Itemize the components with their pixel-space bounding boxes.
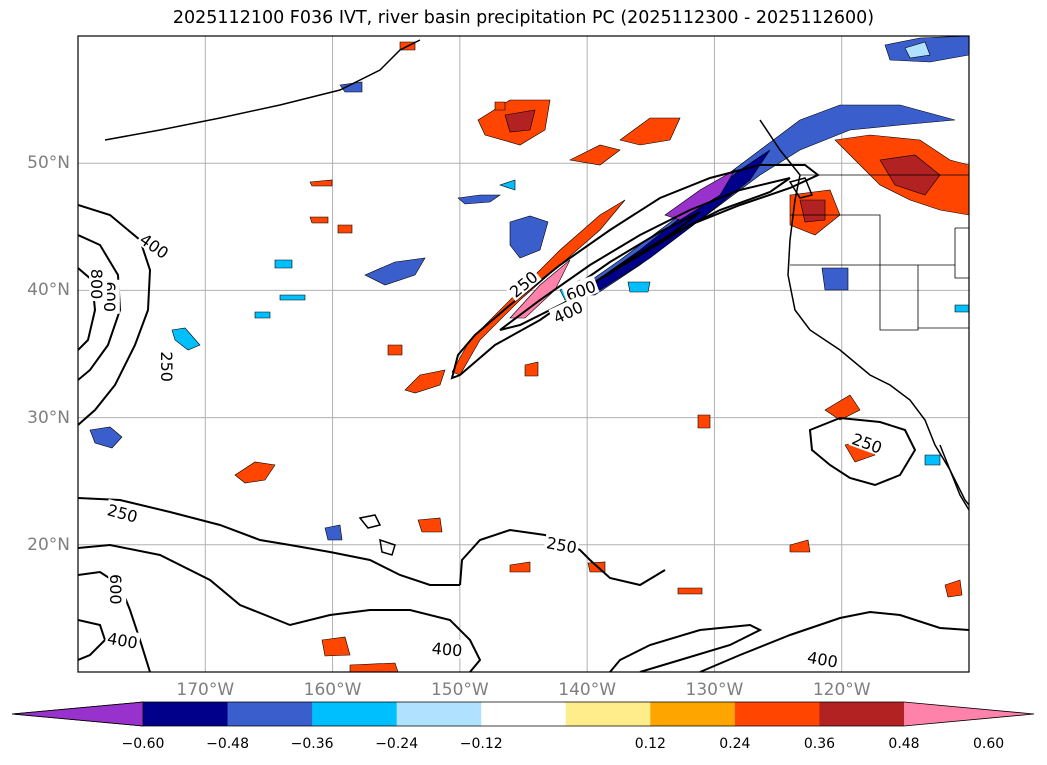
colorbar-segment (312, 702, 398, 726)
contour-label-background (104, 627, 142, 652)
colorbar-tick: 0.48 (888, 736, 920, 752)
colorbar-segment (565, 702, 651, 726)
colorbar-tick: 0.60 (972, 736, 1005, 752)
colorbar-tick: −0.12 (459, 736, 503, 752)
colorbar-tick: 0.36 (803, 736, 836, 752)
contour-label-background (104, 498, 142, 526)
lon-label-140w: 140°W (558, 680, 617, 700)
contour-label: 800 (87, 269, 106, 300)
contour-label-background (548, 295, 587, 327)
lat-label-40n: 40°N (27, 280, 70, 301)
contour-label: 250 (157, 351, 176, 382)
contour-label-background (89, 267, 108, 302)
colorbar-tick: −0.24 (375, 736, 419, 752)
contour-label-background (561, 275, 600, 304)
lon-label-150w: 150°W (430, 680, 489, 700)
contour-label: 600 (106, 574, 125, 605)
ivt-contours (78, 164, 969, 672)
lat-label-20n: 20°N (27, 534, 70, 555)
map-frame (77, 35, 970, 673)
graticule (78, 36, 969, 672)
colorbar-segment (650, 702, 736, 726)
colorbar-tick: 0.24 (719, 736, 751, 752)
lon-label-170w: 170°W (176, 680, 235, 700)
colorbar-segment (396, 702, 482, 726)
colorbar-outline-left (11, 701, 144, 727)
colorbar-tick: −0.60 (121, 736, 165, 752)
contour-label: 400 (431, 639, 463, 661)
lat-label-30n: 30°N (27, 407, 70, 428)
contour-label-background (135, 227, 175, 263)
political-borders (790, 174, 969, 331)
chart-title: 2025112100 F036 IVT, river basin precipi… (172, 8, 875, 28)
colorbar-tick: −0.36 (290, 736, 334, 752)
coastlines (104, 39, 969, 556)
contour-label-background (429, 637, 465, 659)
colorbar-segment (481, 702, 567, 726)
colorbar-tick: −0.48 (206, 736, 249, 752)
colorbar-segment (227, 702, 313, 726)
colorbar-tick: 0.12 (634, 736, 666, 752)
colorbar-extend-min (12, 702, 143, 726)
lon-label-160w: 160°W (303, 680, 362, 700)
colorbar-segment (734, 702, 820, 726)
lon-label-130w: 130°W (685, 680, 744, 700)
contour-label-background (108, 572, 127, 607)
colorbar-segment (819, 702, 905, 726)
contour-label-background (848, 427, 887, 457)
lat-label-50n: 50°N (27, 153, 70, 174)
colorbar-segment (143, 702, 229, 726)
colorbar-extend-max (904, 702, 1034, 726)
contour-label-background (504, 265, 542, 302)
lon-label-120w: 120°W (812, 680, 871, 700)
contour-label-background (159, 349, 178, 384)
contour-label-background (543, 531, 581, 556)
contour-label-background (804, 646, 842, 671)
